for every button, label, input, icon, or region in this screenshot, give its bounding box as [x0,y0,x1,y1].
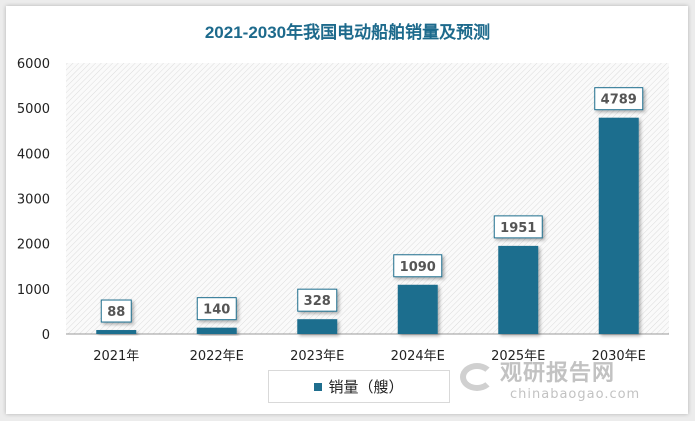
data-label: 88 [107,305,125,320]
bar [196,327,237,334]
bar [598,117,639,334]
bar [297,319,338,334]
x-tick-label: 2021年 [93,349,139,364]
watermark-logo-icon [460,363,494,391]
legend: 销量（艘） [268,370,450,403]
data-label: 140 [203,303,230,318]
data-label-box [594,87,644,111]
x-tick-label: 2022年E [190,349,244,364]
bar [498,245,539,334]
y-tick-label: 5000 [17,102,50,117]
data-label: 1090 [400,260,436,275]
legend-swatch [314,382,323,391]
y-tick-label: 1000 [17,283,50,298]
x-tick-label: 2025年E [491,349,545,364]
bar [96,330,137,334]
plot-area [66,63,669,334]
watermark: 观研报告网 chinabaogao.com [460,355,640,402]
y-tick-label: 6000 [17,57,50,72]
data-label-box [297,288,338,312]
data-label-box [100,299,132,323]
legend-label: 销量（艘） [328,378,404,396]
y-tick-label: 4000 [17,147,50,162]
data-label: 328 [304,294,331,309]
chart-title: 2021-2030年我国电动船舶销量及预测 [204,23,491,42]
x-tick-label: 2023年E [290,349,344,364]
data-label-box [196,297,237,321]
y-tick-label: 3000 [17,193,50,208]
data-label: 4789 [601,93,637,108]
watermark-en: chinabaogao.com [510,387,641,402]
data-label-box [393,254,443,278]
data-label: 1951 [500,221,536,236]
watermark-cn: 观研报告网 [500,361,616,386]
bar [397,284,438,334]
y-tick-label: 0 [42,328,50,343]
x-tick-label: 2024年E [391,349,445,364]
data-label-box [493,215,543,239]
x-tick-label: 2030年E [592,349,646,364]
y-tick-label: 2000 [17,238,50,253]
